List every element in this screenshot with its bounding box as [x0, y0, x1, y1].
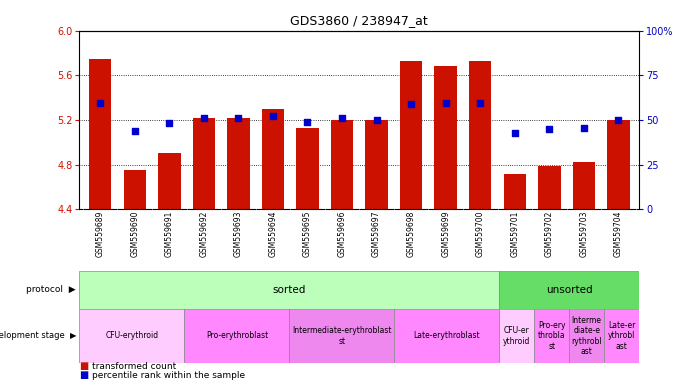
Text: protocol  ▶: protocol ▶: [26, 285, 76, 295]
Bar: [504, 174, 526, 209]
Bar: [79, 271, 499, 309]
Point: [164, 120, 175, 126]
Bar: [193, 118, 215, 209]
Bar: [538, 166, 560, 209]
Text: GSM559694: GSM559694: [268, 210, 278, 257]
Text: development stage  ▶: development stage ▶: [0, 331, 76, 341]
Text: GSM559704: GSM559704: [614, 210, 623, 257]
Text: Interme
diate-e
rythrobl
ast: Interme diate-e rythrobl ast: [571, 316, 602, 356]
Point: [233, 115, 244, 121]
Text: GSM559702: GSM559702: [545, 210, 554, 257]
Bar: [124, 170, 146, 209]
Text: GSM559691: GSM559691: [164, 210, 174, 257]
Point: [302, 119, 313, 125]
Bar: [395, 309, 499, 363]
Text: GSM559699: GSM559699: [441, 210, 451, 257]
Text: percentile rank within the sample: percentile rank within the sample: [92, 371, 245, 380]
Point: [544, 126, 555, 132]
Bar: [400, 61, 422, 209]
Bar: [499, 309, 534, 363]
Point: [267, 113, 278, 119]
Point: [578, 125, 589, 131]
Text: GSM559695: GSM559695: [303, 210, 312, 257]
Bar: [227, 118, 249, 209]
Text: Pro-erythroblast: Pro-erythroblast: [206, 331, 268, 341]
Point: [371, 117, 382, 123]
Point: [475, 100, 486, 106]
Bar: [79, 309, 184, 363]
Text: GSM559696: GSM559696: [337, 210, 347, 257]
Text: Intermediate-erythroblast
st: Intermediate-erythroblast st: [292, 326, 392, 346]
Text: GSM559690: GSM559690: [130, 210, 140, 257]
Point: [509, 130, 520, 136]
Bar: [296, 128, 319, 209]
Text: Pro-ery
throbla
st: Pro-ery throbla st: [538, 321, 565, 351]
Point: [613, 117, 624, 123]
Text: sorted: sorted: [273, 285, 306, 295]
Bar: [604, 309, 639, 363]
Text: GSM559701: GSM559701: [510, 210, 520, 257]
Point: [129, 128, 140, 134]
Bar: [290, 309, 395, 363]
Text: GSM559698: GSM559698: [406, 210, 416, 257]
Bar: [435, 66, 457, 209]
Bar: [366, 120, 388, 209]
Point: [337, 115, 348, 121]
Text: unsorted: unsorted: [546, 285, 592, 295]
Bar: [469, 61, 491, 209]
Bar: [534, 309, 569, 363]
Bar: [607, 120, 630, 209]
Bar: [262, 109, 284, 209]
Text: GSM559692: GSM559692: [199, 210, 209, 257]
Point: [198, 115, 209, 121]
Point: [406, 101, 417, 108]
Bar: [184, 309, 290, 363]
Text: CFU-er
ythroid: CFU-er ythroid: [503, 326, 531, 346]
Title: GDS3860 / 238947_at: GDS3860 / 238947_at: [290, 14, 428, 27]
Point: [95, 100, 106, 106]
Text: GSM559693: GSM559693: [234, 210, 243, 257]
Text: Late-erythroblast: Late-erythroblast: [413, 331, 480, 341]
Text: transformed count: transformed count: [92, 362, 176, 371]
Text: GSM559703: GSM559703: [579, 210, 589, 257]
Text: GSM559700: GSM559700: [475, 210, 485, 257]
Point: [440, 100, 451, 106]
Bar: [89, 59, 111, 209]
Bar: [499, 271, 639, 309]
Text: Late-er
ythrobl
ast: Late-er ythrobl ast: [608, 321, 635, 351]
Bar: [331, 120, 353, 209]
Text: CFU-erythroid: CFU-erythroid: [105, 331, 158, 341]
Text: GSM559689: GSM559689: [95, 210, 105, 257]
Text: ■: ■: [79, 361, 88, 371]
Text: GSM559697: GSM559697: [372, 210, 381, 257]
Bar: [569, 309, 604, 363]
Bar: [158, 154, 180, 209]
Bar: [573, 162, 595, 209]
Text: ■: ■: [79, 370, 88, 380]
